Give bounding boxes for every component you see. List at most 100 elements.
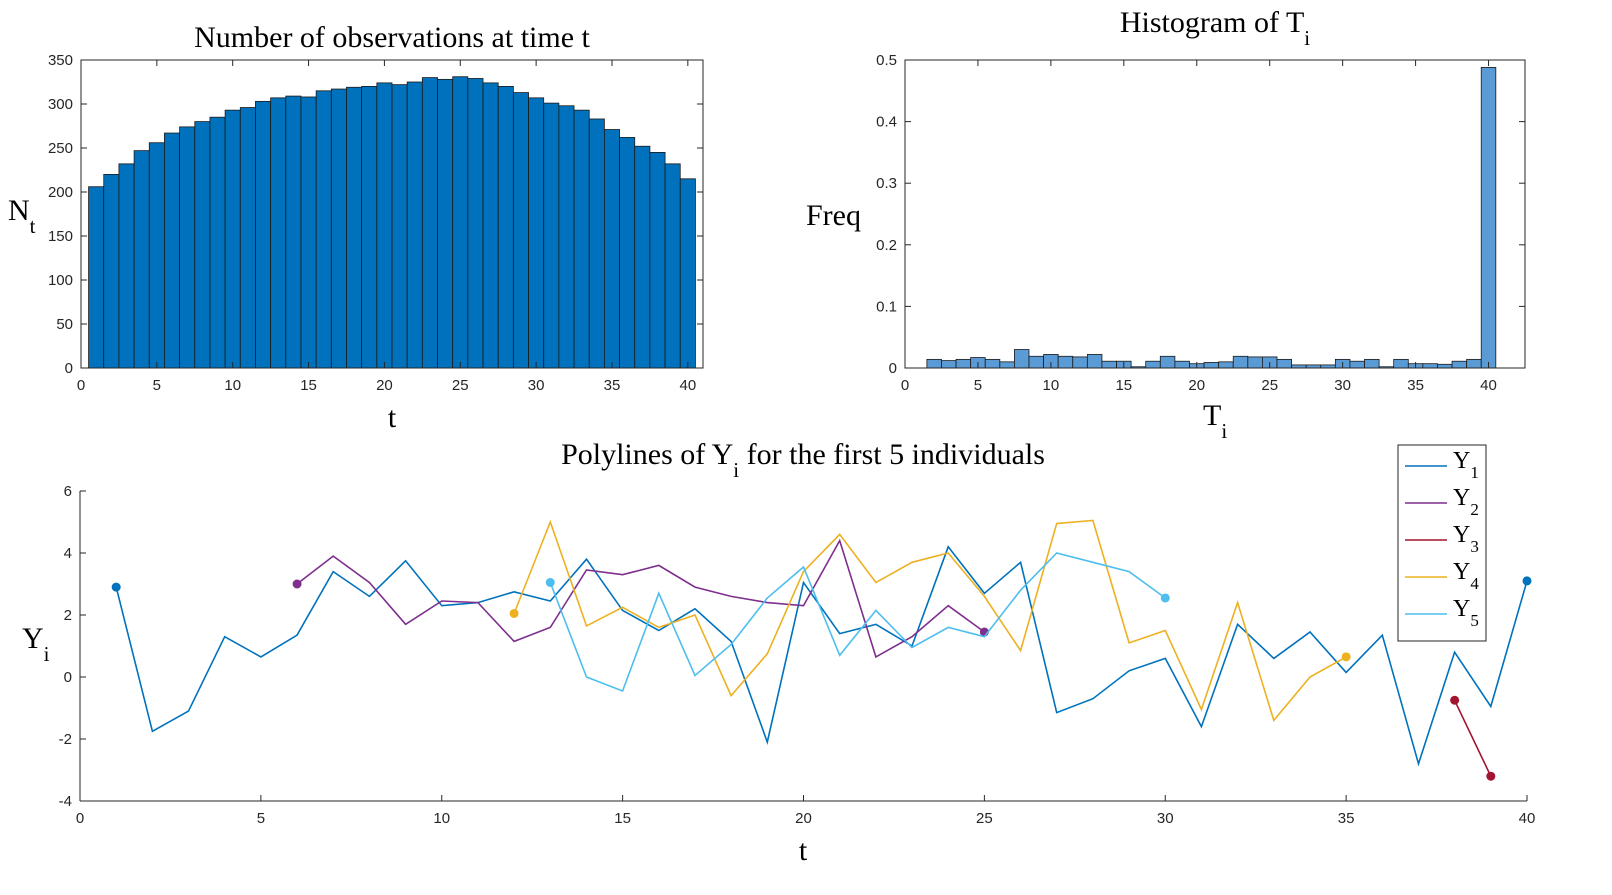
series-line-y2 — [296, 538, 985, 659]
legend-label-sub: 2 — [1470, 500, 1479, 519]
y-tick-label: 0.4 — [876, 114, 897, 131]
bar — [330, 88, 347, 369]
y-tick-label: 6 — [64, 483, 72, 500]
bar — [1174, 360, 1190, 369]
hist-bars — [926, 66, 1497, 369]
hist-ylabel: Freq — [806, 199, 861, 232]
series-line-y3 — [1453, 699, 1492, 777]
bar — [1159, 355, 1176, 369]
bar — [1451, 360, 1468, 369]
x-tick-label: 40 — [679, 377, 696, 394]
legend-label-sub: 3 — [1470, 537, 1479, 556]
series-start-point-y4 — [509, 608, 519, 618]
legend-label-y3: Y3 — [1453, 522, 1479, 556]
x-tick-label: 10 — [224, 377, 241, 394]
x-tick-label: 20 — [376, 377, 393, 394]
bar — [664, 163, 681, 369]
legend-box — [1397, 444, 1487, 642]
legend-label-main: Y — [1453, 596, 1470, 622]
y-tick-label: 250 — [48, 140, 73, 157]
bar — [1349, 360, 1365, 369]
y-tick-label: 300 — [48, 96, 73, 113]
x-tick-label: 25 — [452, 377, 469, 394]
bar — [1422, 363, 1438, 369]
y-tick-label: -4 — [59, 793, 72, 810]
poly-ylabel: Yi — [22, 622, 50, 666]
hist-panel: Histogram of Ti 0 5 10 15 20 25 30 35 4000.10.20… — [806, 6, 1526, 443]
x-tick-label: 10 — [433, 810, 450, 827]
series-start-point-y2 — [292, 579, 302, 589]
series-end-point-y1 — [1522, 576, 1532, 586]
y-tick-label: 4 — [64, 545, 72, 562]
legend-label-sub: 5 — [1470, 611, 1479, 630]
bar — [437, 78, 454, 369]
x-tick-label: 35 — [1338, 810, 1355, 827]
bar — [649, 151, 666, 369]
y-tick-label: 0 — [65, 360, 73, 377]
nobs-ticks: 0 5 10 15 20 25 30 35 40 0 50 100 150 200 250 300 350 — [48, 52, 703, 394]
nobs-xlabel: t — [388, 401, 397, 434]
hist-ticks: 0 5 10 15 20 25 30 35 40 0 0.1 0.2 0.3 0.4 0.5 — [876, 52, 1525, 394]
series-line-y5 — [549, 552, 1166, 693]
bar — [88, 186, 105, 369]
bar — [634, 145, 651, 369]
x-tick-label: 5 — [974, 377, 982, 394]
legend-label-main: Y — [1453, 485, 1470, 511]
y-tick-label: -2 — [59, 731, 72, 748]
bar — [346, 86, 363, 369]
y-tick-label: 150 — [48, 228, 73, 245]
bar — [118, 163, 135, 369]
series-start-point-y3 — [1450, 695, 1460, 705]
series-start-point-y1 — [111, 582, 121, 592]
bar — [376, 82, 393, 369]
y-tick-label: 0 — [64, 669, 72, 686]
bar — [406, 81, 423, 369]
bar — [467, 78, 484, 369]
hist-axes-box — [904, 59, 1526, 369]
bar — [148, 142, 165, 369]
poly-series — [111, 519, 1532, 781]
series-line-y1 — [115, 545, 1528, 767]
bar — [452, 76, 469, 369]
x-tick-label: 10 — [1043, 377, 1060, 394]
x-tick-label: 20 — [1188, 377, 1205, 394]
bar — [194, 121, 211, 369]
legend-label-main: Y — [1453, 448, 1470, 474]
x-tick-label: 40 — [1480, 377, 1497, 394]
nobs-ylabel: Nt — [8, 194, 36, 238]
x-tick-label: 0 — [77, 377, 85, 394]
poly-title-sub: i — [733, 458, 739, 482]
legend-label-main: Y — [1453, 522, 1470, 548]
nobs-title: Number of observations at time t — [194, 21, 590, 54]
x-tick-label: 30 — [528, 377, 545, 394]
bar — [558, 105, 575, 369]
y-tick-label: 200 — [48, 184, 73, 201]
poly-ylabel-sub: i — [44, 642, 50, 666]
x-tick-label: 25 — [976, 810, 993, 827]
bar — [999, 361, 1015, 369]
x-tick-label: 25 — [1261, 377, 1278, 394]
nobs-bars — [88, 76, 696, 369]
legend-label-sub: 4 — [1470, 574, 1479, 593]
nobs-axes-box — [80, 59, 704, 369]
bar — [361, 86, 378, 369]
bar — [543, 102, 560, 369]
bar — [255, 100, 272, 369]
bar — [984, 358, 1001, 369]
hist-xlabel-sub: i — [1221, 419, 1227, 443]
bar — [300, 96, 317, 369]
bar — [941, 360, 957, 369]
x-tick-label: 5 — [153, 377, 161, 394]
x-tick-label: 35 — [604, 377, 621, 394]
x-tick-label: 15 — [614, 810, 631, 827]
bar — [103, 173, 120, 369]
x-tick-label: 0 — [76, 810, 84, 827]
y-tick-label: 0.2 — [876, 237, 897, 254]
hist-xlabel-main: T — [1203, 399, 1221, 432]
x-tick-label: 5 — [257, 810, 265, 827]
bar — [1145, 360, 1161, 369]
hist-xlabel: Ti — [1203, 399, 1227, 443]
